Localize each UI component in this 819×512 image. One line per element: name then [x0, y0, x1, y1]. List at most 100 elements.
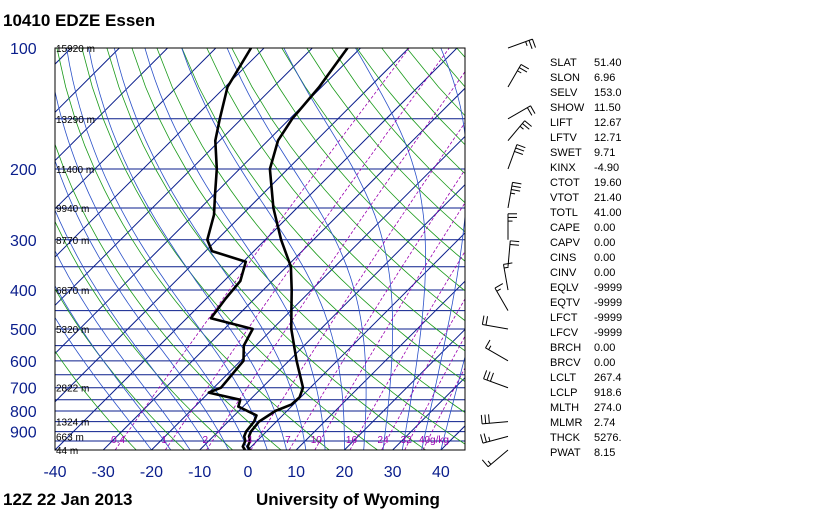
barb-staff: [494, 287, 509, 311]
temperature-tick-label: 30: [384, 464, 402, 481]
wind-barb: [483, 370, 509, 389]
barb-feather: [480, 414, 483, 424]
wind-barb: [507, 38, 536, 49]
index-row: CAPE 0.00: [550, 221, 670, 236]
wind-barb: [507, 213, 517, 240]
index-row: VTOT 21.40: [550, 191, 670, 206]
pressure-tick-label: 500: [10, 322, 37, 339]
barb-half-feather: [510, 192, 516, 195]
wind-barb: [507, 64, 530, 88]
barb-staff: [487, 449, 509, 468]
temperature-tick-label: 40: [432, 464, 450, 481]
index-row: LIFT 12.67: [550, 116, 670, 131]
index-key: LFCV: [550, 327, 579, 339]
index-key: VTOT: [550, 192, 580, 204]
mixing-ratio-label: 1: [161, 435, 167, 446]
plot-frame: [54, 47, 466, 451]
pressure-tick-label: 600: [10, 354, 37, 371]
mixing-ratio-line: [381, 298, 465, 450]
barb-feather: [522, 123, 530, 130]
mixing-ratio-line: [288, 168, 465, 450]
index-row: MLMR 2.74: [550, 416, 670, 431]
isotherm: [55, 48, 313, 307]
height-label: 15920 m: [56, 44, 95, 55]
height-label: 663 m: [56, 432, 84, 443]
index-value: 0.00: [594, 252, 616, 264]
index-key: SHOW: [550, 102, 585, 114]
index-row: PWAT 8.15: [550, 446, 670, 461]
moist-adiabat: [55, 209, 210, 450]
barb-feather: [518, 67, 528, 73]
moist-adiabat: [55, 285, 172, 450]
index-value: 6.96: [594, 72, 616, 84]
index-row: EQTV -9999: [550, 296, 670, 311]
index-value: 2.74: [594, 417, 616, 429]
barb-half-feather: [488, 436, 491, 442]
wind-barb: [507, 240, 520, 267]
barb-staff: [482, 435, 509, 444]
pressure-tick-label: 400: [10, 283, 37, 300]
index-key: TOTL: [550, 207, 578, 219]
dry-adiabat: [55, 350, 137, 450]
temperature-line: [246, 48, 349, 450]
pressure-tick-label: 900: [10, 425, 37, 442]
barb-feather: [514, 150, 524, 155]
index-key: CINS: [550, 252, 577, 264]
mixing-ratio-label: 24: [378, 435, 390, 446]
index-key: LFTV: [550, 132, 577, 144]
dry-adiabat: [231, 48, 465, 322]
barb-feather: [483, 433, 487, 443]
height-label: 2822 m: [56, 384, 89, 395]
index-row: KINX -4.90: [550, 161, 670, 176]
isotherm: [55, 48, 361, 355]
barb-half-feather: [504, 266, 509, 269]
index-row: LCLP 918.6: [550, 386, 670, 401]
barb-feather: [526, 107, 533, 116]
barb-feather: [511, 185, 521, 189]
index-value: 0.00: [594, 237, 616, 249]
dry-adiabat: [55, 288, 185, 450]
index-row: THCK 5276.: [550, 431, 670, 446]
mixing-ratio-label: 10: [311, 435, 323, 446]
index-key: EQTV: [550, 297, 580, 309]
index-value: 0.00: [594, 357, 616, 369]
barb-feather: [485, 339, 491, 349]
index-value: 8.15: [594, 447, 616, 459]
barb-staff: [507, 182, 514, 209]
moist-adiabat: [355, 48, 427, 450]
index-value: 0.00: [594, 267, 616, 279]
barb-staff: [507, 144, 518, 170]
dry-adiabat: [81, 48, 378, 450]
mixing-ratio-label: 2: [203, 435, 209, 446]
wind-barb: [502, 262, 513, 291]
barb-feather: [511, 189, 521, 192]
moist-adiabat: [55, 316, 152, 450]
index-row: SELV 153.0: [550, 86, 670, 101]
mixing-ratio-line: [250, 122, 465, 450]
barb-half-feather: [487, 460, 492, 465]
barb-staff: [507, 120, 526, 141]
dry-adiabat: [306, 48, 465, 233]
index-row: EQLV -9999: [550, 281, 670, 296]
height-label: 8770 m: [56, 236, 89, 247]
index-key: PWAT: [550, 447, 581, 459]
index-key: SLON: [550, 72, 580, 84]
moist-adiabat: [55, 159, 229, 450]
mixing-ratio-label: 32: [401, 435, 413, 446]
index-value: 12.71: [594, 132, 622, 144]
wind-barbs: [480, 38, 536, 468]
dry-adiabat: [56, 48, 330, 450]
barb-feather: [486, 371, 491, 381]
barb-feather: [528, 40, 533, 49]
dry-adiabat: [256, 48, 465, 292]
height-label: 11400 m: [56, 165, 94, 176]
index-value: -9999: [594, 312, 623, 324]
index-row: SLAT 51.40: [550, 56, 670, 71]
index-value: -9999: [594, 282, 623, 294]
dry-adiabat: [206, 48, 465, 352]
index-row: CINV 0.00: [550, 266, 670, 281]
moist-adiabat: [113, 48, 307, 450]
barb-feather: [489, 372, 494, 382]
barb-feather: [484, 414, 487, 424]
